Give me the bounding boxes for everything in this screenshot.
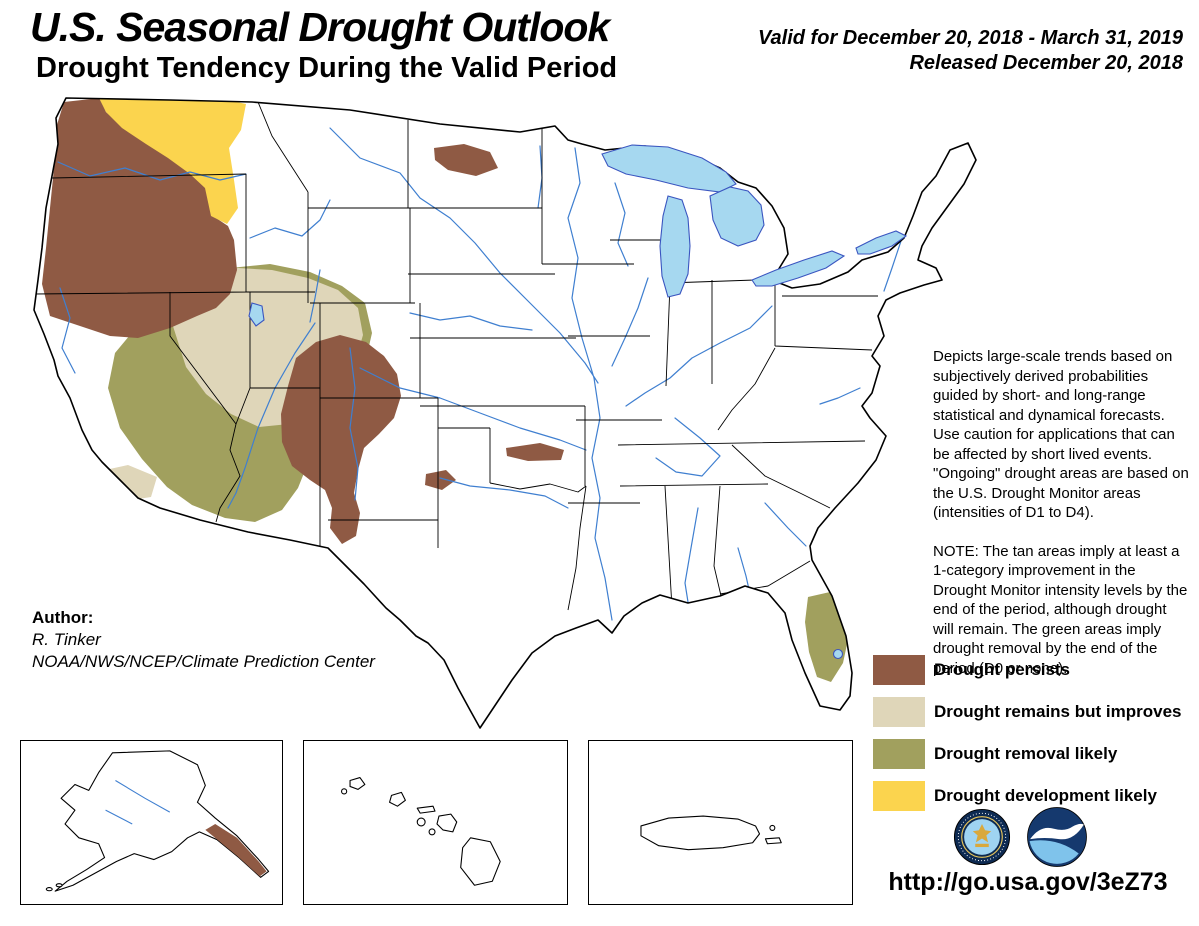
alaska-rivers bbox=[105, 780, 171, 825]
drought-persists-region-four-corners bbox=[281, 335, 401, 544]
author-organization: NOAA/NWS/NCEP/Climate Prediction Center bbox=[32, 652, 375, 671]
noaa-logo-icon bbox=[1027, 807, 1087, 867]
alaska-outline bbox=[54, 750, 270, 892]
niihau bbox=[341, 788, 348, 795]
legend-label-removal: Drought removal likely bbox=[934, 744, 1118, 763]
conus-map bbox=[33, 97, 977, 729]
legend: Drought persists Drought remains but imp… bbox=[873, 655, 1181, 823]
alaska-inset bbox=[20, 740, 283, 905]
conus-landmass bbox=[34, 98, 976, 728]
drought-persists-region-oklahoma bbox=[425, 470, 456, 490]
map-note: NOTE: The tan areas imply at least a 1-c… bbox=[933, 542, 1188, 677]
page-subtitle: Drought Tendency During the Valid Period bbox=[36, 52, 618, 84]
map-description: Depicts large-scale trends based on subj… bbox=[933, 348, 1189, 521]
state-borders bbox=[34, 101, 878, 611]
validity-block: Valid for December 20, 2018 - March 31, … bbox=[758, 26, 1183, 76]
drought-persists-region-north-dakota bbox=[434, 144, 498, 176]
puerto-rico-inset bbox=[588, 740, 853, 905]
legend-swatch-development bbox=[873, 781, 925, 811]
great-lakes bbox=[248, 144, 908, 660]
alaska-drought-persists-region bbox=[205, 823, 267, 877]
valid-period-text: Valid for December 20, 2018 - March 31, … bbox=[757, 27, 1183, 49]
lake-erie bbox=[751, 250, 846, 287]
legend-swatch-improves bbox=[873, 697, 925, 727]
legend-swatch-persists bbox=[873, 655, 925, 685]
legend-item-development: Drought development likely bbox=[873, 781, 1181, 811]
description-block: Depicts large-scale trends based on subj… bbox=[933, 347, 1189, 697]
drought-persists-region-northwest bbox=[42, 98, 237, 338]
author-block: Author: R. Tinker NOAA/NWS/NCEP/Climate … bbox=[32, 607, 375, 673]
lake-michigan bbox=[659, 195, 691, 298]
lake-okeechobee bbox=[832, 648, 844, 660]
lake-huron bbox=[709, 186, 765, 247]
author-name: R. Tinker bbox=[32, 630, 101, 649]
aleutian-island bbox=[55, 883, 63, 888]
kahoolawe bbox=[428, 828, 436, 836]
legend-label-persists: Drought persists bbox=[934, 660, 1071, 679]
rivers bbox=[57, 127, 903, 621]
alaska-map bbox=[45, 750, 270, 892]
drought-persists-region-missouri bbox=[506, 443, 564, 461]
culebra bbox=[769, 824, 776, 831]
legend-item-persists: Drought persists bbox=[873, 655, 1181, 685]
author-label: Author: bbox=[32, 608, 94, 627]
molokai bbox=[416, 805, 436, 814]
legend-swatch-removal bbox=[873, 739, 925, 769]
kauai bbox=[349, 777, 366, 790]
legend-item-removal: Drought removal likely bbox=[873, 739, 1181, 769]
hawaii-map bbox=[341, 777, 501, 886]
legend-label-development: Drought development likely bbox=[934, 786, 1157, 805]
us-department-of-commerce-seal-icon bbox=[953, 808, 1011, 866]
hawaii-inset bbox=[303, 740, 568, 905]
release-date-text: Released December 20, 2018 bbox=[909, 52, 1183, 74]
legend-item-improves: Drought remains but improves bbox=[873, 697, 1181, 727]
lanai bbox=[416, 817, 426, 827]
puerto-rico-outline bbox=[640, 815, 761, 851]
page-title: U.S. Seasonal Drought Outlook bbox=[30, 4, 610, 50]
legend-label-improves: Drought remains but improves bbox=[934, 702, 1182, 721]
drought-development-region-washington-idaho bbox=[98, 98, 246, 224]
maui bbox=[436, 813, 458, 833]
oahu bbox=[389, 791, 406, 807]
vieques bbox=[764, 837, 782, 845]
aleutian-island bbox=[45, 887, 53, 892]
puerto-rico-map bbox=[640, 815, 782, 851]
short-url: http://go.usa.gov/3eZ73 bbox=[888, 868, 1168, 896]
big-island bbox=[460, 837, 501, 886]
great-salt-lake bbox=[248, 302, 265, 327]
lake-ontario bbox=[855, 230, 908, 255]
